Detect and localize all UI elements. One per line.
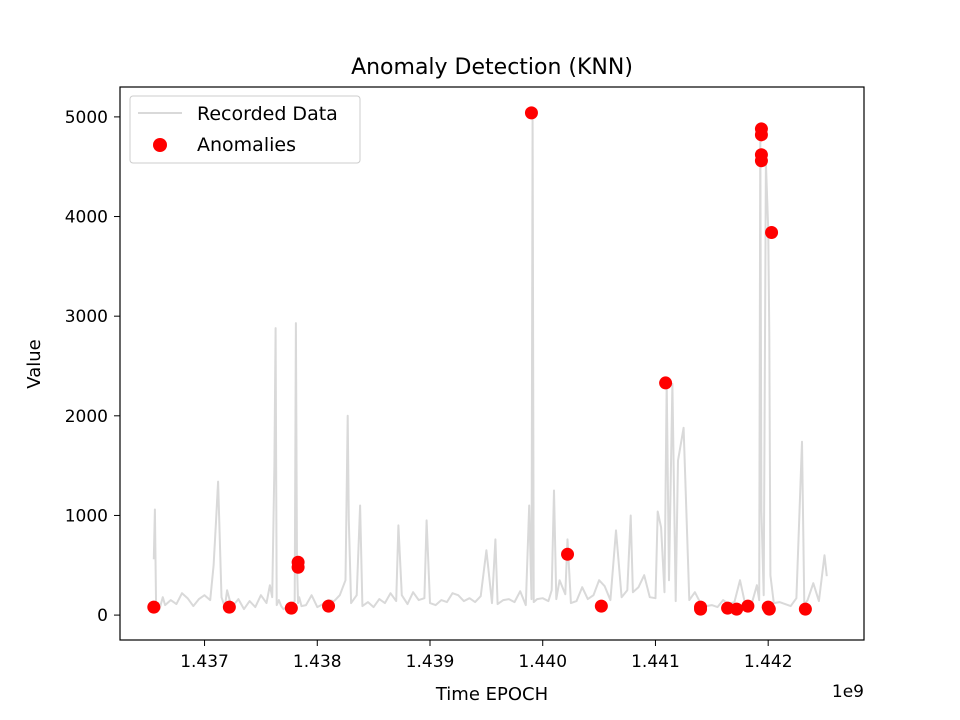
x-tick-label: 1.438	[293, 652, 342, 672]
anomaly-point	[594, 599, 608, 613]
anomaly-point	[561, 547, 575, 561]
anomaly-point	[798, 602, 812, 616]
anomaly-point	[754, 154, 768, 168]
y-tick-label: 4000	[65, 208, 108, 228]
y-tick-label: 5000	[65, 108, 108, 128]
anomaly-point	[659, 376, 673, 390]
y-tick-label: 3000	[65, 307, 108, 327]
anomaly-point	[741, 599, 755, 613]
anomaly-point	[765, 225, 779, 239]
x-axis-label: Time EPOCH	[435, 684, 548, 705]
anomaly-point	[694, 602, 708, 616]
anomaly-point	[730, 602, 744, 616]
x-tick-label: 1.441	[631, 652, 680, 672]
y-tick-label: 2000	[65, 407, 108, 427]
x-tick-label: 1.437	[180, 652, 229, 672]
x-tick-label: 1.442	[744, 652, 793, 672]
anomaly-point	[322, 599, 336, 613]
x-tick-label: 1.439	[406, 652, 455, 672]
plot-frame	[119, 86, 865, 641]
legend-box	[129, 95, 361, 164]
y-tick-label: 1000	[65, 506, 108, 526]
legend-entry-anomalies: Anomalies	[197, 134, 296, 156]
anomaly-point	[147, 600, 161, 614]
legend: Recorded Data Anomalies	[129, 95, 361, 164]
recorded-data-line	[152, 113, 828, 611]
chart-title: Anomaly Detection (KNN)	[351, 55, 633, 80]
anomaly-point	[222, 600, 236, 614]
legend-point-swatch	[153, 138, 167, 152]
anomaly-point	[284, 601, 298, 615]
legend-entry-recorded-data: Recorded Data	[197, 103, 338, 125]
anomaly-point	[524, 106, 538, 120]
y-tick-label: 0	[97, 606, 108, 626]
anomaly-point	[291, 560, 305, 574]
x-tick-label: 1.440	[518, 652, 567, 672]
y-axis-label: Value	[24, 339, 45, 388]
x-offset-label: 1e9	[832, 682, 864, 702]
anomaly-point	[762, 602, 776, 616]
anomaly-point	[754, 128, 768, 142]
